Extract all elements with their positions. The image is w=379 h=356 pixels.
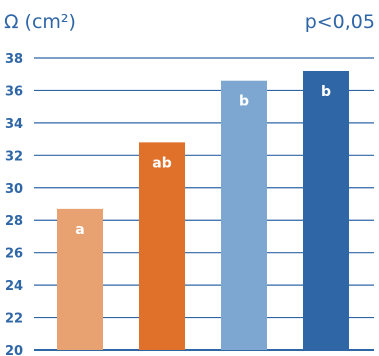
y-tick-label: 28	[5, 214, 23, 229]
y-axis-label: Ω (cm²)	[4, 11, 76, 33]
bar	[221, 80, 267, 350]
y-tick-label: 20	[5, 344, 23, 356]
bars: a ab b b	[57, 70, 349, 350]
y-tick-label: 30	[5, 182, 23, 197]
y-tick-label: 36	[5, 84, 23, 99]
bar-label: b	[239, 94, 249, 110]
bar-label: ab	[152, 155, 171, 171]
bar-label: b	[321, 84, 331, 100]
bar	[139, 142, 185, 350]
y-tick-label: 24	[5, 279, 23, 294]
bar	[57, 208, 103, 350]
significance-annotation: p<0,05	[305, 11, 375, 33]
bar-label: a	[75, 222, 84, 238]
y-tick-label: 38	[5, 52, 23, 67]
y-tick-labels: 20 22 24 26 28 30 32 34 36 38	[5, 52, 23, 356]
y-tick-label: 34	[5, 117, 23, 132]
y-tick-label: 22	[5, 312, 23, 327]
y-tick-label: 26	[5, 247, 23, 262]
y-tick-label: 32	[5, 149, 23, 164]
bar	[303, 70, 349, 350]
